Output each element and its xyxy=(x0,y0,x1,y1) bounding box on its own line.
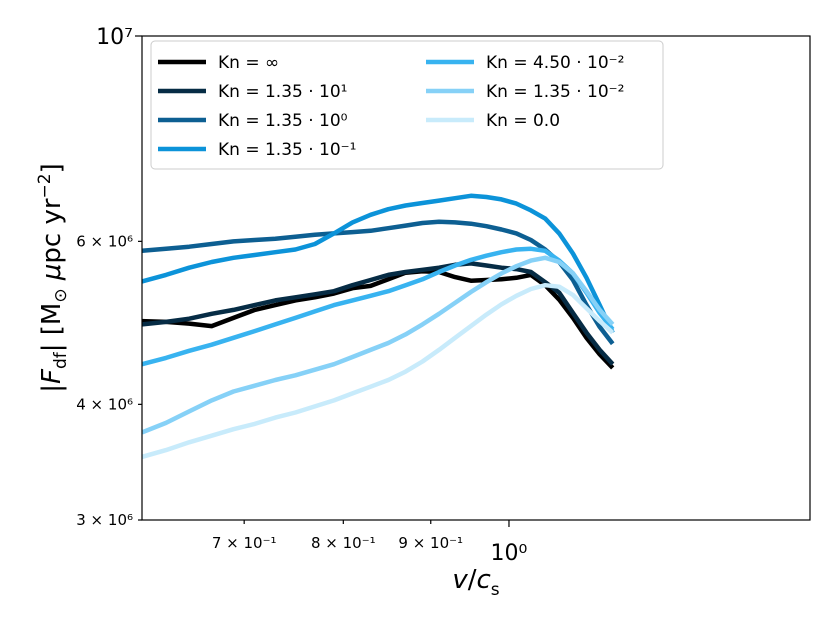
x-axis-label: v/cs xyxy=(452,565,499,600)
y-tick-label-0: 3 × 10⁶ xyxy=(76,511,133,529)
y-tick-label-1: 4 × 10⁶ xyxy=(76,395,133,413)
legend-label-2: Kn = 1.35 · 10⁰ xyxy=(218,111,348,131)
legend-label-4: Kn = 4.50 · 10⁻² xyxy=(486,53,624,73)
legend-items: Kn = ∞ Kn = 1.35 · 10¹ Kn = 1.35 · 10⁰ Kn =… xyxy=(158,53,624,160)
y-tick-label-2: 6 × 10⁶ xyxy=(76,232,133,250)
x-tick-label-1: 8 × 10⁻¹ xyxy=(311,534,376,552)
plot-frame xyxy=(141,35,811,521)
legend-label-0: Kn = ∞ xyxy=(218,53,279,73)
legend-label-1: Kn = 1.35 · 10¹ xyxy=(218,82,347,102)
series-line-3 xyxy=(142,193,615,334)
x-tick-label-2: 9 × 10⁻¹ xyxy=(398,534,463,552)
series-layer xyxy=(142,193,615,460)
legend-label-5: Kn = 1.35 · 10⁻² xyxy=(486,82,624,102)
x-tick-label-3: 10⁰ xyxy=(491,541,528,566)
y-tick-label-3: 10⁷ xyxy=(96,25,133,50)
series-line-6 xyxy=(142,282,615,460)
legend-label-3: Kn = 1.35 · 10⁻¹ xyxy=(218,140,356,160)
legend-label-6: Kn = 0.0 xyxy=(486,111,560,131)
series-line-4 xyxy=(142,246,615,367)
x-tick-label-0: 7 × 10⁻¹ xyxy=(212,534,277,552)
ticks-layer: 7 × 10⁻¹ 8 × 10⁻¹ 9 × 10⁻¹ 10⁰ 3 × 10⁶ 4 × 10… xyxy=(76,25,527,566)
series-line-5 xyxy=(142,255,615,435)
y-axis-label: |Fdf| [M⊙ μpc yr−2] xyxy=(35,163,71,393)
legend: Kn = ∞ Kn = 1.35 · 10¹ Kn = 1.35 · 10⁰ Kn =… xyxy=(150,40,664,170)
legend-box xyxy=(150,40,664,170)
